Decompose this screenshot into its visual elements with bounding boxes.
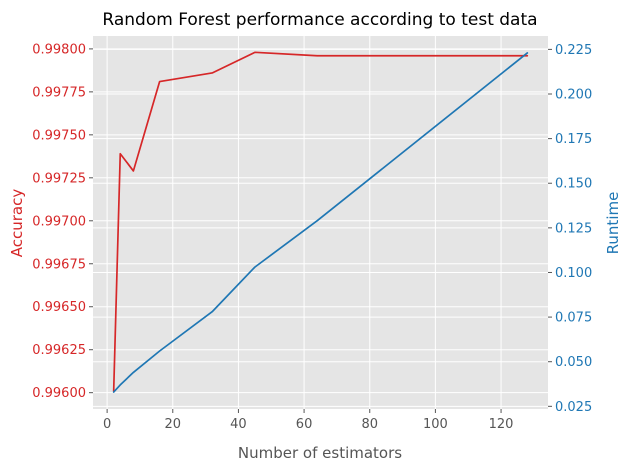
- x-tick-label: 120: [489, 417, 514, 432]
- gridlines: [93, 36, 548, 409]
- left-tick-label: 0.99600: [32, 386, 86, 401]
- x-tick-label: 100: [423, 417, 448, 432]
- x-tick-label: 80: [361, 417, 378, 432]
- right-tick-label: 0.050: [555, 355, 592, 370]
- chart-title: Random Forest performance according to t…: [102, 10, 537, 30]
- left-tick-label: 0.99775: [32, 85, 86, 100]
- right-tick-label: 0.100: [555, 266, 592, 281]
- right-tick-label: 0.125: [555, 221, 592, 236]
- right-tick-label: 0.150: [555, 177, 592, 192]
- right-tick-label: 0.025: [555, 400, 592, 415]
- x-axis-title: Number of estimators: [238, 444, 402, 462]
- x-tick-label: 60: [296, 417, 313, 432]
- left-tick-label: 0.99750: [32, 128, 86, 143]
- left-tick-label: 0.99725: [32, 171, 86, 186]
- runtime-line: [112, 52, 529, 393]
- right-axis-title: Runtime: [604, 192, 622, 255]
- right-tick-label: 0.075: [555, 311, 592, 326]
- left-tick-label: 0.99675: [32, 257, 86, 272]
- x-tick-label: 20: [164, 417, 181, 432]
- x-tick-label: 40: [230, 417, 247, 432]
- series-lines: [112, 51, 529, 393]
- left-tick-label: 0.99800: [32, 42, 86, 57]
- left-axis-title: Accuracy: [8, 189, 26, 258]
- plot-background: [93, 36, 548, 409]
- accuracy-line: [112, 51, 529, 392]
- axis-ticks: 0 20 40 60 80 100 120 0.99600 0.99625 0.99650 0.99…: [32, 42, 592, 432]
- right-tick-label: 0.175: [555, 132, 592, 147]
- right-tick-label: 0.200: [555, 88, 592, 103]
- left-tick-label: 0.99625: [32, 343, 86, 358]
- right-tick-label: 0.225: [555, 43, 592, 58]
- left-tick-label: 0.99700: [32, 214, 86, 229]
- left-tick-label: 0.99650: [32, 300, 86, 315]
- x-tick-label: 0: [103, 417, 111, 432]
